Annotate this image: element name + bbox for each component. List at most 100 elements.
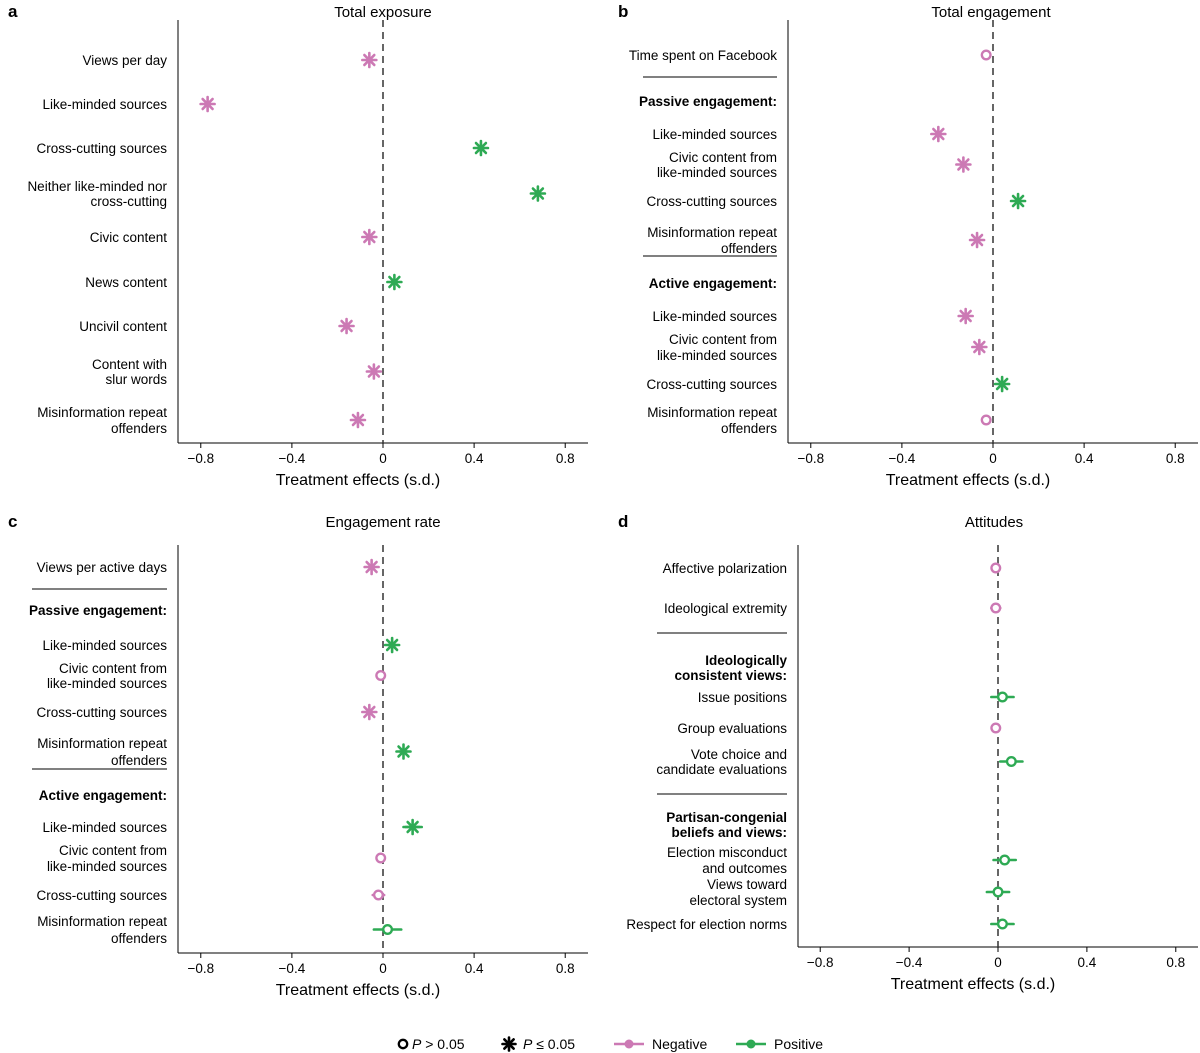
row-label: like-minded sources [47, 859, 167, 874]
row-label: Content with [92, 357, 167, 372]
significant-point [993, 375, 1011, 393]
x-tick-label: 0 [994, 955, 1002, 970]
row-label: Cross-cutting sources [646, 194, 777, 209]
row-label: Ideological extremity [664, 601, 787, 616]
section-header-label: Partisan-congenial [666, 810, 787, 825]
x-tick-label: 0.8 [1166, 451, 1185, 466]
significant-point [395, 743, 412, 760]
row-label: cross-cutting [90, 194, 167, 209]
row-label: Civic content from [59, 843, 167, 858]
section-header-label: Active engagement: [39, 788, 167, 803]
row-label: slur words [105, 372, 167, 387]
significant-point [361, 228, 378, 246]
row-label: Like-minded sources [652, 309, 777, 324]
x-tick-label: 0.4 [465, 451, 484, 466]
row-label: Views toward [707, 877, 787, 892]
significant-point [383, 636, 401, 654]
significant-point [199, 95, 216, 113]
x-tick-label: 0 [989, 451, 997, 466]
x-tick-label: −0.8 [797, 451, 824, 466]
x-tick-label: 0.8 [556, 961, 575, 976]
row-label: Civic content from [669, 150, 777, 165]
significant-point [968, 231, 986, 249]
row-label: offenders [111, 753, 167, 768]
legend-label: Negative [652, 1036, 707, 1052]
significant-point [386, 273, 403, 291]
section-header-label: Passive engagement: [639, 94, 777, 109]
row-label: Cross-cutting sources [36, 888, 167, 903]
nonsignificant-point [990, 722, 1002, 734]
x-tick-label: −0.4 [279, 961, 306, 976]
row-label: News content [85, 275, 167, 290]
legend-item: Positive [736, 1036, 823, 1052]
panel-title: Total exposure [334, 4, 432, 21]
section-header-label: consistent views: [674, 668, 787, 683]
legend-item: Negative [614, 1036, 707, 1052]
x-tick-label: −0.4 [896, 955, 923, 970]
nonsignificant-point [990, 602, 1002, 614]
x-tick-label: 0.4 [1075, 451, 1094, 466]
panel-letter: a [8, 2, 18, 21]
nonsignificant-point [996, 691, 1008, 703]
row-label: offenders [721, 241, 777, 256]
row-label: Affective polarization [663, 561, 787, 576]
row-label: Neither like-minded nor [27, 179, 167, 194]
significant-point [349, 411, 367, 429]
x-tick-label: 0.8 [556, 451, 575, 466]
nonsignificant-point [990, 562, 1002, 574]
nonsignificant-point [372, 889, 384, 901]
row-label: like-minded sources [47, 676, 167, 691]
panel-d: d Attitudes −0.8 −0.4 0 0.4 0.8 Treatment effec… [618, 512, 1198, 993]
significant-point [338, 317, 355, 335]
row-label: Time spent on Facebook [629, 48, 777, 63]
row-label: Respect for election norms [626, 917, 787, 932]
significant-point [957, 307, 974, 325]
x-tick-label: 0.4 [465, 961, 484, 976]
nonsignificant-point [375, 852, 387, 864]
row-label: Vote choice and [691, 747, 787, 762]
significant-point [404, 818, 421, 836]
legend-asterisk-marker [501, 1036, 517, 1052]
row-label: Views per day [82, 53, 167, 68]
section-header-label: beliefs and views: [671, 825, 787, 840]
x-axis-title: Treatment effects (s.d.) [886, 472, 1051, 489]
legend-item: P > 0.05 [397, 1036, 465, 1052]
significant-point [361, 703, 378, 721]
legend-label: P > 0.05 [412, 1036, 465, 1052]
panel-title: Engagement rate [325, 514, 440, 531]
significant-point [971, 338, 988, 356]
nonsignificant-point [992, 886, 1004, 898]
legend-item: P ≤ 0.05 [501, 1036, 575, 1052]
x-axis-title: Treatment effects (s.d.) [891, 976, 1056, 993]
row-label: Like-minded sources [42, 97, 167, 112]
x-tick-label: 0 [379, 451, 387, 466]
nonsignificant-point [382, 924, 394, 936]
x-axis-title: Treatment effects (s.d.) [276, 982, 441, 999]
row-label: Misinformation repeat [37, 405, 167, 420]
nonsignificant-point [980, 414, 992, 426]
row-label: Civic content [90, 230, 168, 245]
nonsignificant-point [375, 670, 387, 682]
panel-title: Attitudes [965, 514, 1023, 531]
row-label: Misinformation repeat [37, 736, 167, 751]
panel-c: c Engagement rate −0.8 −0.4 0 0.4 0.8 Treatment… [8, 512, 588, 999]
row-label: Election misconduct [667, 845, 787, 860]
significant-point [529, 185, 547, 202]
legend-dot-marker [746, 1039, 756, 1049]
legend-open-circle-marker [397, 1038, 409, 1050]
panel-letter: b [618, 2, 628, 21]
row-label: Misinformation repeat [647, 405, 777, 420]
row-label: and outcomes [702, 861, 787, 876]
panel-b: b Total engagement −0.8 −0.4 0 0.4 0.8 Treatmen… [618, 2, 1198, 489]
nonsignificant-point [996, 918, 1008, 930]
row-label: Like-minded sources [42, 638, 167, 653]
nonsignificant-point [1005, 756, 1017, 768]
legend-label: P ≤ 0.05 [523, 1036, 575, 1052]
significant-point [361, 51, 378, 69]
row-label: Group evaluations [677, 721, 787, 736]
panel-letter: c [8, 512, 17, 531]
row-label: Like-minded sources [42, 820, 167, 835]
significant-point [930, 125, 947, 143]
row-label: candidate evaluations [656, 762, 787, 777]
